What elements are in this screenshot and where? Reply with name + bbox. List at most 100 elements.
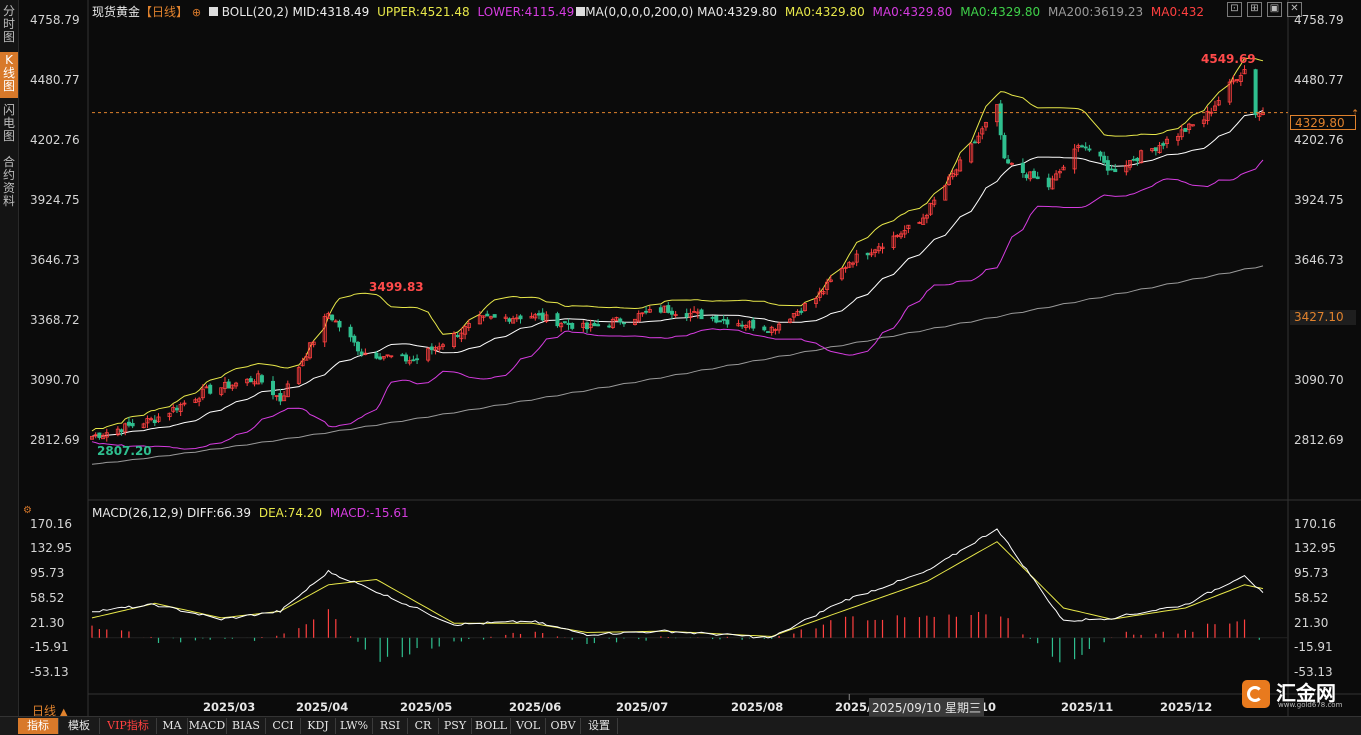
candle-body <box>873 249 878 254</box>
candle-body <box>947 176 952 185</box>
candle-body <box>1150 148 1155 152</box>
tab-kdj[interactable]: KDJ <box>301 718 336 734</box>
candle-body <box>322 316 327 343</box>
candle-body <box>1183 127 1188 132</box>
tab-cci[interactable]: CCI <box>266 718 301 734</box>
current-price-tag: 4329.80 <box>1290 115 1356 130</box>
ma0-c: MA0:4329.80 <box>872 5 953 19</box>
tab-lw[interactable]: LW% <box>336 718 373 734</box>
tab-cr[interactable]: CR <box>408 718 439 734</box>
x-tick: 2025/08 <box>731 700 784 714</box>
macd-left-tick: 58.52 <box>30 591 65 605</box>
period-label: 【日线】 <box>140 5 189 19</box>
fullscreen-icon[interactable]: ⊡ <box>1227 2 1242 17</box>
candle-body <box>359 351 364 355</box>
candle-body <box>1050 178 1055 190</box>
tab-template[interactable]: 模板 <box>59 718 100 734</box>
candle-body <box>1113 168 1118 173</box>
candle-body <box>1109 168 1114 171</box>
candle-body <box>385 354 390 357</box>
boll-icon[interactable] <box>208 7 218 16</box>
candle-body <box>90 435 95 440</box>
candle-body <box>193 399 198 404</box>
kline-chart[interactable]: ⇡ <box>0 0 1361 716</box>
ma0-b: MA0:4329.80 <box>784 5 865 19</box>
candle-body <box>123 423 128 433</box>
candle-body <box>167 412 172 418</box>
tab-kline[interactable]: K线图 <box>0 52 18 98</box>
candle-body <box>219 387 224 395</box>
candle-body <box>769 326 774 333</box>
candle-body <box>584 322 589 330</box>
candle-body <box>736 323 741 327</box>
candle-body <box>1257 112 1262 117</box>
candle-body <box>1006 159 1011 164</box>
tab-obv[interactable]: OBV <box>546 718 581 734</box>
candle-body <box>326 313 331 319</box>
split-icon[interactable]: ▣ <box>1267 2 1282 17</box>
left-price-tick: 2812.69 <box>30 433 80 447</box>
candle-body <box>226 381 231 389</box>
candle-body <box>1087 148 1092 151</box>
low-annotation: 2807.20 <box>97 444 152 458</box>
candle-body <box>437 346 442 350</box>
close-icon[interactable]: ✕ <box>1287 2 1302 17</box>
macd-tick: 170.16 <box>1294 517 1336 531</box>
candle-body <box>958 159 963 172</box>
candle-body <box>1035 176 1040 180</box>
tab-vol[interactable]: VOL <box>511 718 546 734</box>
arrow-up-icon[interactable]: ▲ <box>59 707 68 718</box>
tab-indicator[interactable]: 指标 <box>18 718 59 734</box>
macd-settings-icon[interactable]: ⚙ <box>23 505 32 516</box>
candle-body <box>259 375 264 383</box>
candle-body <box>969 143 974 163</box>
candle-body <box>544 314 549 322</box>
candle-body <box>666 305 671 313</box>
candle-body <box>791 313 796 318</box>
tab-ma[interactable]: MA <box>157 718 188 734</box>
candle-body <box>983 122 988 128</box>
left-price-tick: 4202.76 <box>30 133 80 147</box>
candle-body <box>1231 79 1236 83</box>
candle-body <box>636 313 641 322</box>
candle-body <box>692 311 697 313</box>
candle-body <box>197 398 202 402</box>
tab-settings[interactable]: 设置 <box>581 718 618 734</box>
candle-body <box>208 384 213 394</box>
diff-line <box>91 528 1264 639</box>
candle-body <box>459 332 464 340</box>
candle-body <box>976 135 981 143</box>
candle-body <box>149 418 154 421</box>
tab-contract-info[interactable]: 合约资料 <box>2 155 15 208</box>
candle-body <box>766 331 771 333</box>
candle-body <box>204 386 209 389</box>
macd-tick: 21.30 <box>1294 616 1329 630</box>
indicator-toolbar: 指标 模板 VIP指标 MA MACD BIAS CCI KDJ LW% RSI… <box>0 716 1361 735</box>
ma-icon[interactable] <box>576 7 586 16</box>
x-tick: 2025/ <box>835 700 872 714</box>
tab-flash[interactable]: 闪电图 <box>2 103 15 143</box>
candle-body <box>618 318 623 323</box>
tab-macd[interactable]: MACD <box>188 718 227 734</box>
candle-body <box>699 309 704 320</box>
candle-body <box>248 378 253 383</box>
candle-body <box>282 395 287 402</box>
tab-boll[interactable]: BOLL <box>472 718 511 734</box>
plus-icon[interactable]: ⊕ <box>191 6 202 19</box>
candle-body <box>529 315 534 319</box>
candle-body <box>429 346 434 351</box>
candle-body <box>533 314 538 319</box>
candle-body <box>592 323 597 327</box>
restore-icon[interactable]: ⊞ <box>1247 2 1262 17</box>
tab-timeshare[interactable]: 分时图 <box>2 4 15 44</box>
candle-body <box>972 141 977 144</box>
tab-rsi[interactable]: RSI <box>373 718 408 734</box>
tab-psy[interactable]: PSY <box>439 718 472 734</box>
price-tick: 4758.79 <box>1294 13 1344 27</box>
candle-body <box>330 314 335 321</box>
tab-bias[interactable]: BIAS <box>227 718 266 734</box>
candle-body <box>725 319 730 325</box>
x-tick: 10 <box>980 700 997 714</box>
tab-vip-indicator[interactable]: VIP指标 <box>100 718 157 734</box>
candle-body <box>415 358 420 361</box>
